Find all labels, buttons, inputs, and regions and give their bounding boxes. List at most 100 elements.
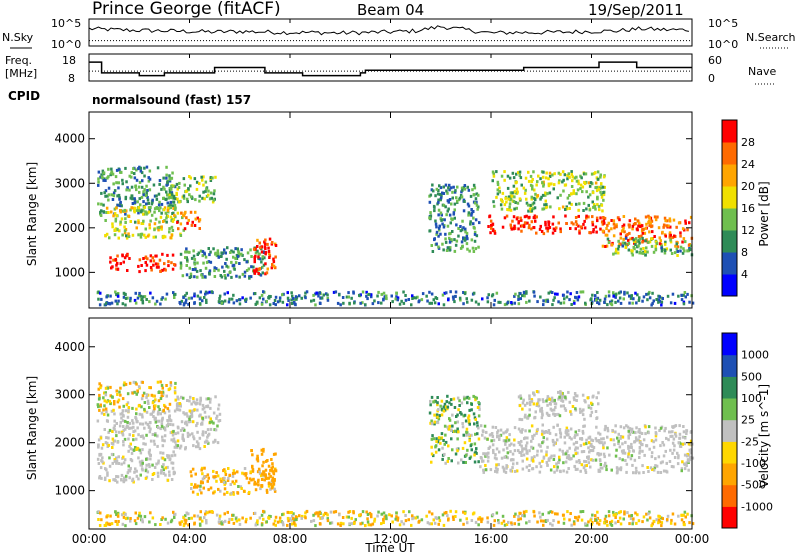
velocity-y-axis: 1000 2000 3000 4000 <box>54 340 692 498</box>
colorbar-swatch <box>722 274 737 297</box>
velocity-panel-frame <box>88 317 693 530</box>
y-tick-label: 3000 <box>54 388 85 402</box>
power-heatmap <box>96 165 695 307</box>
freq-series <box>89 61 692 77</box>
y-tick-label: 3000 <box>54 176 85 190</box>
velocity-y-label: Slant Range [km] <box>25 376 39 480</box>
heatmap-region <box>104 205 185 240</box>
freq-right-tick-bottom: 0 <box>708 72 715 85</box>
heatmap-region <box>250 447 278 488</box>
freq-left-tick-top: 18 <box>62 54 76 67</box>
heatmap-region <box>176 210 202 231</box>
heatmap-region <box>164 175 217 204</box>
date-label: 19/Sep/2011 <box>588 1 684 19</box>
colorbar-swatch <box>722 398 737 421</box>
velocity-colorbar-label: Velocity [m s^-1] <box>757 384 771 488</box>
heatmap-region <box>606 236 694 257</box>
power-colorbar-label: Power [dB] <box>757 181 771 246</box>
freq-left-unit: [MHz] <box>5 67 37 80</box>
freq-line <box>89 61 692 77</box>
colorbar-tick-label: -1000 <box>741 500 773 513</box>
colorbar-swatch <box>722 208 737 231</box>
colorbar-swatch <box>722 376 737 399</box>
y-tick-label: 4000 <box>54 340 85 354</box>
freq-right-tick-top: 60 <box>708 54 722 67</box>
velocity-colorbar: 1000 500 100 25 -25 -100 -500 -1000 <box>721 332 773 529</box>
noise-left-tick-bottom: 10^0 <box>51 38 81 51</box>
colorbar-swatch <box>722 441 737 464</box>
x-tick-label: 12:00 <box>373 532 408 546</box>
heatmap-region <box>517 390 600 422</box>
colorbar-swatch <box>722 186 737 209</box>
x-axis: 00:00 04:00 08:00 12:00 16:00 20:00 00:00 <box>72 19 710 546</box>
freq-right-label: Nave <box>748 65 776 78</box>
colorbar-tick-label: -500 <box>741 479 766 492</box>
heatmap-region <box>600 214 694 249</box>
x-tick-label: 04:00 <box>172 532 207 546</box>
y-tick-label: 2000 <box>54 436 85 450</box>
y-tick-label: 1000 <box>54 484 85 498</box>
power-colorbar: 4 8 12 16 20 24 28 <box>721 119 755 297</box>
colorbar-tick-label: 12 <box>741 224 755 237</box>
noise-left-label: N.Sky <box>2 31 34 44</box>
colorbar-tick-label: 100 <box>741 392 762 405</box>
heatmap-region <box>479 423 695 475</box>
power-y-label: Slant Range [km] <box>25 162 39 266</box>
freq-left-label: Freq. <box>5 54 32 67</box>
noise-sky-line <box>88 25 689 36</box>
x-tick-label: 20:00 <box>574 532 609 546</box>
colorbar-tick-label: 28 <box>741 136 755 149</box>
x-tick-label: 16:00 <box>474 532 509 546</box>
heatmap-region <box>96 409 177 484</box>
colorbar-frame <box>721 332 738 529</box>
colorbar-tick-label: 500 <box>741 370 762 383</box>
colorbar-swatch <box>722 252 737 275</box>
colorbar-swatch <box>722 230 737 253</box>
x-axis-label: Time UT <box>364 541 415 554</box>
cpid-value: normalsound (fast) 157 <box>92 93 251 107</box>
y-tick-label: 2000 <box>54 221 85 235</box>
heatmap-region <box>179 245 266 280</box>
heatmap-region <box>189 466 277 496</box>
y-tick-label: 4000 <box>54 132 85 146</box>
station-title: Prince George (fitACF) <box>92 0 281 19</box>
freq-panel-frame <box>88 53 693 82</box>
noise-right-tick-top: 10^5 <box>708 17 738 30</box>
x-tick-label: 08:00 <box>273 532 308 546</box>
heatmap-region <box>491 170 606 213</box>
colorbar-tick-label: 1000 <box>741 349 769 362</box>
noise-series <box>88 25 692 42</box>
colorbar-swatch <box>722 164 737 187</box>
noise-right-tick-bottom: 10^0 <box>708 38 738 51</box>
heatmap-region <box>174 395 222 451</box>
noise-left-tick-top: 10^5 <box>51 17 81 30</box>
heatmap-region <box>428 183 481 253</box>
colorbar-frame <box>721 119 738 297</box>
beam-label: Beam 04 <box>357 1 424 19</box>
velocity-heatmap <box>96 380 695 528</box>
heatmap-region <box>96 380 177 412</box>
colorbar-swatch <box>722 142 737 165</box>
y-tick-label: 1000 <box>54 265 85 279</box>
heatmap-region <box>487 214 607 236</box>
x-tick-label: 00:00 <box>72 532 107 546</box>
colorbar-tick-label: 25 <box>741 414 755 427</box>
colorbar-swatch <box>722 484 737 507</box>
heatmap-region <box>109 252 177 274</box>
colorbar-swatch <box>722 419 737 442</box>
noise-right-label: N.Search <box>746 31 796 44</box>
colorbar-swatch <box>722 354 737 377</box>
colorbar-swatch <box>722 463 737 486</box>
colorbar-swatch <box>722 506 737 529</box>
colorbar-swatch <box>722 333 737 356</box>
colorbar-tick-label: 20 <box>741 180 755 193</box>
freq-left-tick-bottom: 8 <box>68 72 75 85</box>
cpid-label: CPID <box>8 89 40 103</box>
colorbar-tick-label: 4 <box>741 268 748 281</box>
heatmap-region <box>96 290 695 307</box>
colorbar-tick-label: -25 <box>741 435 759 448</box>
x-tick-label: 00:00 <box>675 532 710 546</box>
power-y-axis: 1000 2000 3000 4000 <box>54 132 692 279</box>
colorbar-swatch <box>722 120 737 143</box>
